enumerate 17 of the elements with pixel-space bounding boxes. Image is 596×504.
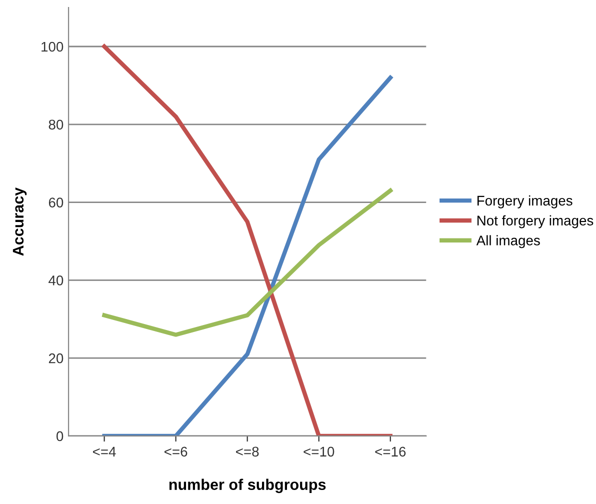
y-tick-label: 60 — [48, 198, 64, 208]
x-axis-title: number of subgroups — [169, 478, 326, 494]
y-axis-title: Accuracy — [12, 187, 27, 256]
y-tick-label: 20 — [48, 353, 64, 364]
x-tick-label: <=10 — [304, 446, 334, 457]
x-tick-label: <=6 — [164, 446, 188, 457]
x-tick-label: <=16 — [375, 446, 406, 457]
y-tick-label: 40 — [48, 276, 64, 286]
line-series — [102, 188, 392, 337]
legend-label: Not forgery images — [477, 215, 594, 228]
x-tick-label: <=4 — [93, 446, 116, 456]
y-tick-label: 100 — [42, 42, 64, 52]
y-tick-label: 0 — [56, 431, 64, 442]
legend-label: Forgery images — [477, 195, 572, 208]
x-tick-label: <=8 — [236, 446, 259, 457]
y-tick-label: 80 — [48, 120, 64, 130]
legend-label: All images — [476, 235, 540, 248]
